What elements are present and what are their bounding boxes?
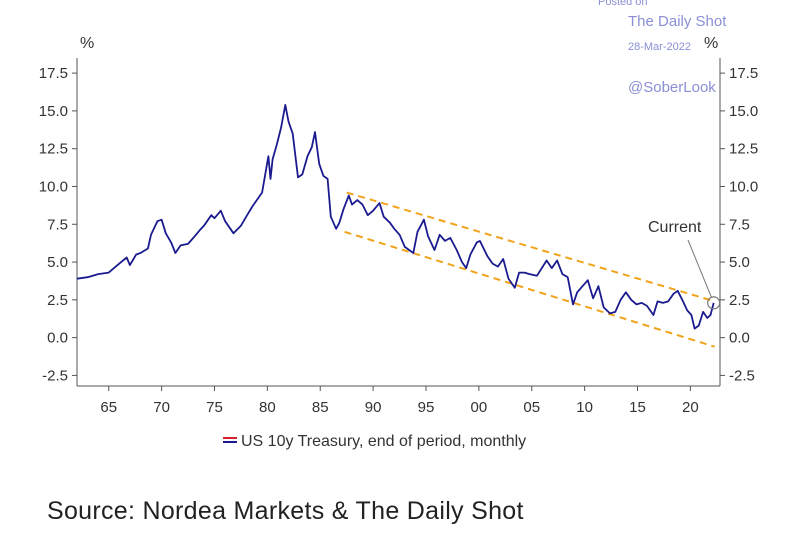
y-tick-label-right: 17.5 [729,65,758,82]
y-tick-label-left: 17.5 [39,65,68,82]
source-note: Source: Nordea Markets & The Daily Shot [47,497,524,525]
x-tick-label: 95 [418,399,435,416]
x-tick-label: 70 [153,399,170,416]
y-tick-label-right: 10.0 [729,178,758,195]
y-axis-unit-left: % [80,35,94,52]
y-tick-label-right: 15.0 [729,103,758,120]
y-tick-label-left: -2.5 [42,367,68,384]
y-tick-label-left: 2.5 [47,292,68,309]
x-tick-label: 85 [312,399,329,416]
y-axis-unit-right: % [704,35,718,52]
y-tick-label-left: 15.0 [39,103,68,120]
y-ticks-left: -2.5 0.0 2.5 5.0 7.5 10.0 12.5 15.0 17.5 [39,65,77,384]
y-tick-label-left: 0.0 [47,330,68,347]
trend-channel-lower [344,230,716,348]
y-tick-label-left: 5.0 [47,254,68,271]
y-tick-label-left: 10.0 [39,178,68,195]
y-tick-label-right: 5.0 [729,254,750,271]
watermark-handle: @SoberLook [628,79,716,96]
current-marker [707,296,721,310]
y-tick-label-right: 12.5 [729,141,758,158]
x-tick-label: 15 [629,399,646,416]
x-tick-label: 10 [576,399,593,416]
series-us-10y-treasury [76,104,715,330]
y-tick-label-right: 7.5 [729,216,750,233]
x-ticks: 65 70 75 80 85 90 95 00 05 10 15 20 [100,386,699,416]
y-ticks-right: -2.5 0.0 2.5 5.0 7.5 10.0 12.5 15.0 17.5 [720,65,758,384]
x-tick-label: 90 [365,399,382,416]
y-tick-label-right: 0.0 [729,330,750,347]
x-tick-label: 20 [682,399,699,416]
x-tick-label: 05 [523,399,540,416]
x-tick-label: 00 [471,399,488,416]
watermark-site: The Daily Shot [628,13,727,30]
y-tick-label-right: -2.5 [729,367,755,384]
watermark-date: 28-Mar-2022 [628,41,691,53]
y-tick-label-right: 2.5 [729,292,750,309]
x-tick-label: 80 [259,399,276,416]
x-tick-label: 65 [100,399,117,416]
y-tick-label-left: 7.5 [47,216,68,233]
current-leader-line [687,239,713,299]
current-label: Current [648,219,702,236]
trend-channel-upper [346,191,715,303]
legend-label: US 10y Treasury, end of period, monthly [241,433,526,450]
x-tick-label: 75 [206,399,223,416]
watermark-posted: Posted on [598,0,648,8]
y-tick-label-left: 12.5 [39,141,68,158]
